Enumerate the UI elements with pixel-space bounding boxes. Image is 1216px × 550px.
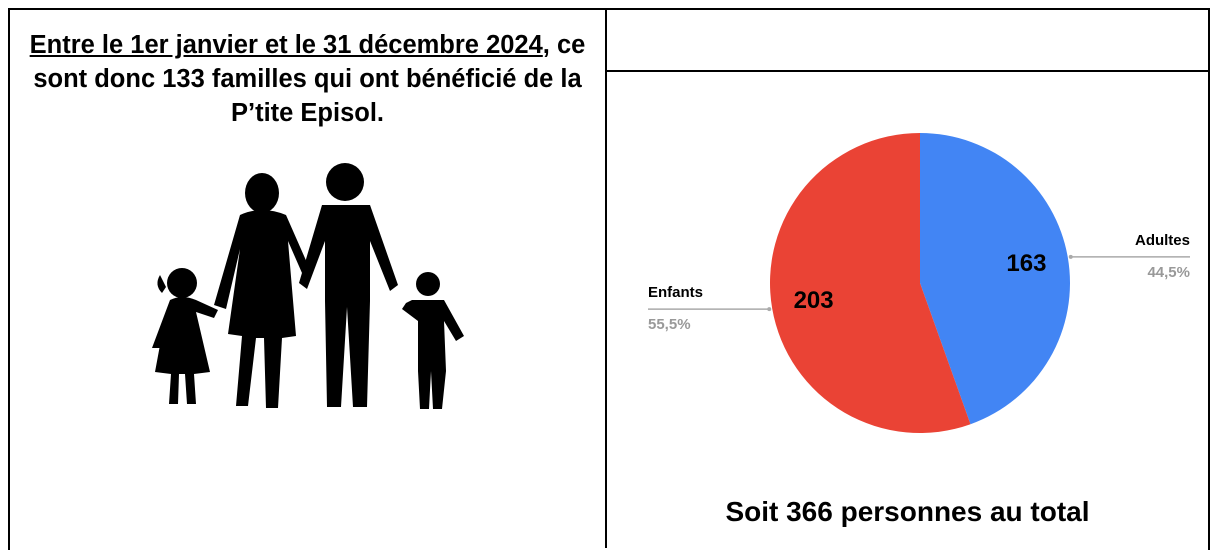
pie-slice xyxy=(920,133,1070,425)
legend-label: Enfants xyxy=(648,284,703,301)
heading: Entre le 1er janvier et le 31 décembre 2… xyxy=(20,28,595,130)
leader-dot xyxy=(1068,254,1073,259)
percent-label: 44,5% xyxy=(1147,264,1190,281)
table-frame xyxy=(8,8,1210,550)
row-divider xyxy=(605,70,1208,72)
heading-rest: , ce sont donc 133 familles qui ont béné… xyxy=(33,31,586,127)
slice-value-label: 163 xyxy=(1006,250,1046,277)
slice-value-label: 203 xyxy=(794,287,834,314)
column-divider xyxy=(605,8,607,548)
leader-dot xyxy=(767,307,772,312)
heading-underlined: Entre le 1er janvier et le 31 décembre 2… xyxy=(29,31,543,59)
pie-slice xyxy=(769,133,971,433)
family-silhouette xyxy=(152,163,464,409)
total-text: Soit 366 personnes au total xyxy=(725,496,1090,527)
legend-label: Adultes xyxy=(1135,232,1190,249)
percent-label: 55,5% xyxy=(648,316,691,333)
